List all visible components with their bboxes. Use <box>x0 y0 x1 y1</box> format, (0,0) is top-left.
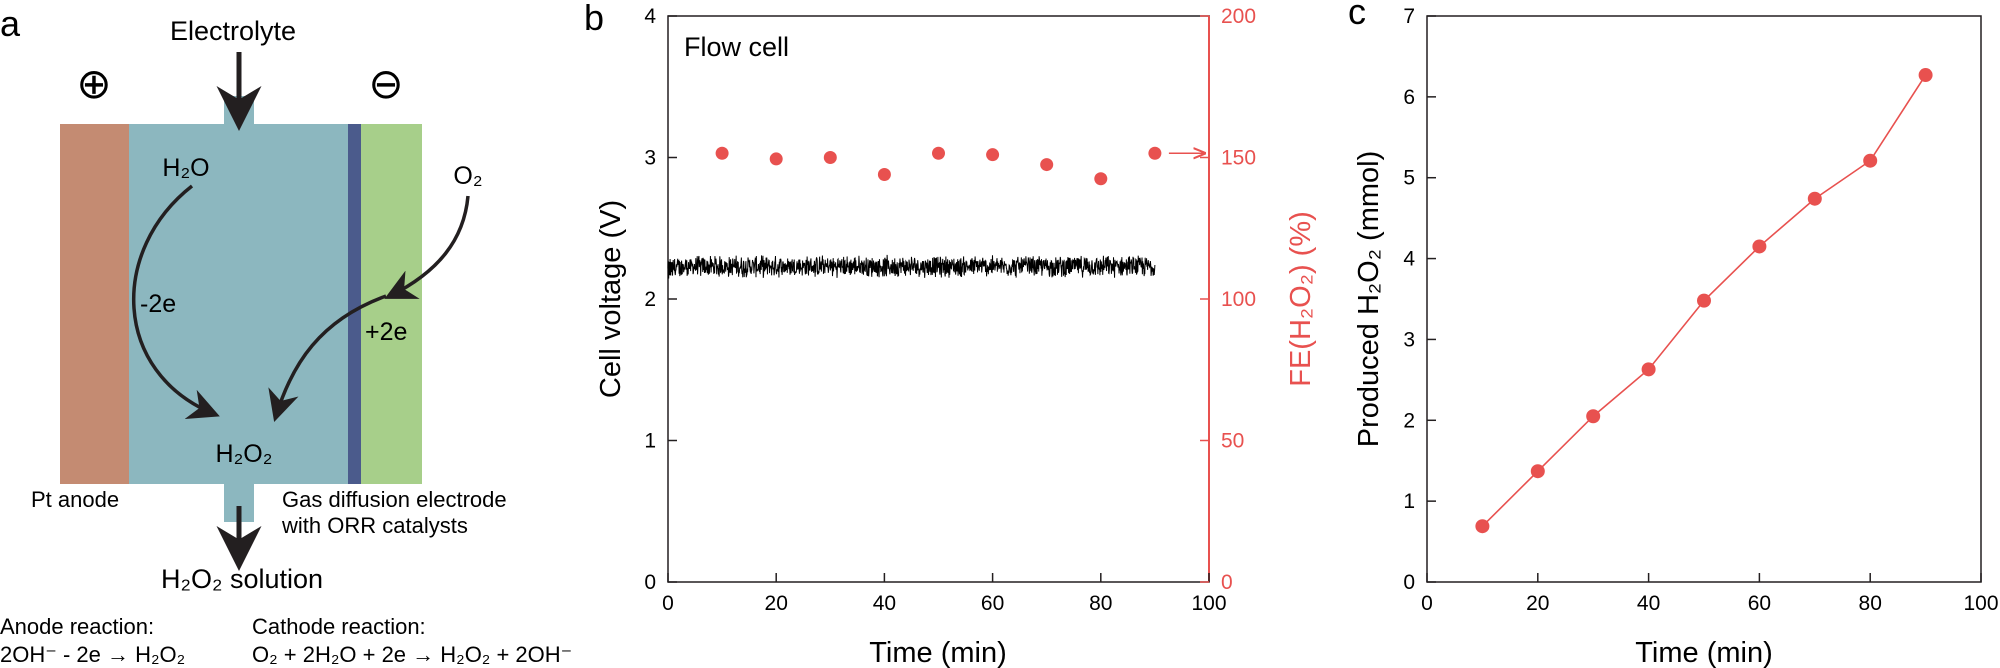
panel-c-x-ticks: 0 20 40 60 80 100 <box>1421 573 1999 615</box>
panel-b-right-tick-label: 0 <box>1221 571 1233 594</box>
panel-b-right-tick-label: 50 <box>1221 430 1244 453</box>
water-label: H₂O <box>162 154 209 182</box>
oxygen-label: O₂ <box>453 162 482 190</box>
panel-c-y-tick-label: 4 <box>1403 248 1415 271</box>
pt-anode-block <box>60 124 129 484</box>
panel-b-x-tick-label: 40 <box>873 592 896 615</box>
produced-h2o2-point <box>1530 464 1545 479</box>
panel-b-letter: b <box>584 0 604 38</box>
fe-point <box>1040 158 1054 172</box>
fe-point <box>877 167 891 181</box>
panel-b-left-tick-label: 3 <box>644 147 656 170</box>
panel-b-ylabel-right: FE(H₂O₂) (%) <box>1285 211 1317 387</box>
panel-b-x-tick-label: 0 <box>662 592 674 615</box>
panel-b-right-ticks: 0 50 100 150 200 <box>1200 5 1256 594</box>
fe-point <box>769 152 783 166</box>
h2o2-solution-label: H₂O₂ solution <box>161 564 323 594</box>
membrane-strip <box>348 124 361 484</box>
cathode-reaction-equation: O₂ + 2H₂O + 2e → H₂O₂ + 2OH⁻ <box>252 642 572 667</box>
cell-voltage-trace <box>667 254 1156 279</box>
cathode-reaction-title: Cathode reaction: <box>252 614 426 639</box>
panel-b-x-tick-label: 100 <box>1191 592 1226 615</box>
panel-c-x-tick-label: 20 <box>1526 592 1549 615</box>
panel-c-x-tick-label: 100 <box>1963 592 1998 615</box>
produced-h2o2-point <box>1918 68 1933 83</box>
produced-h2o2-point <box>1641 362 1656 377</box>
panel-c-x-tick-label: 60 <box>1748 592 1771 615</box>
gas-diffusion-electrode-block <box>361 124 422 484</box>
panel-c-y-tick-label: 6 <box>1403 86 1415 109</box>
panel-a-letter: a <box>0 3 21 44</box>
pt-anode-label: Pt anode <box>31 487 119 512</box>
peroxide-label: H₂O₂ <box>216 440 273 468</box>
cathode-o2-curve-arrow <box>384 195 470 299</box>
panel-b-x-ticks: 0 20 40 60 80 100 <box>662 573 1227 615</box>
produced-h2o2-point <box>1807 191 1822 206</box>
fe-point <box>823 151 837 164</box>
produced-h2o2-points <box>1475 68 1933 534</box>
panel-b-left-tick-label: 0 <box>644 571 656 594</box>
panel-b-right-tick-label: 150 <box>1221 147 1256 170</box>
panel-b-left-tick-label: 2 <box>644 288 656 311</box>
panel-b-annotation: Flow cell <box>684 32 789 62</box>
panel-c-y-tick-label: 2 <box>1403 409 1415 432</box>
minus-symbol: ⊖ <box>368 60 403 107</box>
fe-point <box>1148 146 1162 160</box>
electrolyte-label: Electrolyte <box>170 16 296 46</box>
panel-a: a Electrolyte H₂O₂ solution ⊕ ⊖ H₂O O₂ H… <box>0 3 572 667</box>
panel-b: b Flow cell 0 20 40 60 80 100 0 1 2 3 4 0 50 100 150… <box>584 0 1317 668</box>
fe-points <box>715 146 1162 186</box>
panel-b-x-tick-label: 20 <box>765 592 788 615</box>
panel-b-xlabel: Time (min) <box>869 637 1006 668</box>
panel-c-y-tick-label: 0 <box>1403 571 1415 594</box>
panel-b-left-tick-label: 4 <box>644 5 656 28</box>
gde-label-line2: with ORR catalysts <box>281 513 468 538</box>
minus-2e-label: -2e <box>140 290 176 318</box>
panel-c: c 0 20 40 60 80 100 0 1 2 3 4 5 6 7 Time (min) Produ… <box>1348 0 1999 668</box>
fe-point <box>932 146 945 160</box>
panel-b-left-ticks: 0 1 2 3 4 <box>644 5 677 594</box>
panel-b-x-tick-label: 60 <box>981 592 1004 615</box>
produced-h2o2-point <box>1697 293 1711 308</box>
anode-reaction-title: Anode reaction: <box>0 614 154 639</box>
panel-c-y-tick-label: 5 <box>1403 167 1415 190</box>
electrolyte-chamber <box>129 124 348 484</box>
panel-c-x-tick-label: 40 <box>1637 592 1660 615</box>
produced-h2o2-point <box>1475 519 1490 534</box>
panel-b-right-tick-label: 100 <box>1221 288 1256 311</box>
panel-c-ylabel: Produced H₂O₂ (mmol) <box>1353 151 1385 447</box>
panel-b-ylabel-left: Cell voltage (V) <box>595 200 627 398</box>
panel-c-xlabel: Time (min) <box>1635 637 1772 668</box>
panel-c-x-tick-label: 80 <box>1859 592 1882 615</box>
panel-b-x-tick-label: 80 <box>1089 592 1112 615</box>
panel-c-plot-frame <box>1426 15 1982 583</box>
panel-b-plot-frame <box>667 15 1210 583</box>
anode-reaction-equation: 2OH⁻ - 2e → H₂O₂ <box>0 642 185 667</box>
panel-b-right-tick-label: 200 <box>1221 5 1256 28</box>
panel-c-y-tick-label: 1 <box>1403 490 1415 513</box>
fe-point <box>715 146 729 160</box>
produced-h2o2-point <box>1586 409 1601 424</box>
plus-2e-label: +2e <box>365 318 407 346</box>
fe-point <box>1094 172 1108 186</box>
panel-c-y-tick-label: 3 <box>1403 328 1415 351</box>
panel-c-x-tick-label: 0 <box>1421 592 1433 615</box>
produced-h2o2-point <box>1752 239 1767 254</box>
produced-h2o2-point <box>1863 153 1878 168</box>
panel-c-y-tick-label: 7 <box>1403 5 1415 28</box>
fe-point <box>986 148 1000 162</box>
panel-c-y-ticks: 0 1 2 3 4 5 6 7 <box>1403 5 1436 594</box>
gde-label-line1: Gas diffusion electrode <box>282 487 507 512</box>
cathode-h2o2-curve-arrow <box>268 294 387 423</box>
panel-b-left-tick-label: 1 <box>644 430 656 453</box>
anode-curve-arrow <box>131 184 220 419</box>
panel-c-letter: c <box>1348 0 1366 32</box>
plus-symbol: ⊕ <box>76 60 111 107</box>
